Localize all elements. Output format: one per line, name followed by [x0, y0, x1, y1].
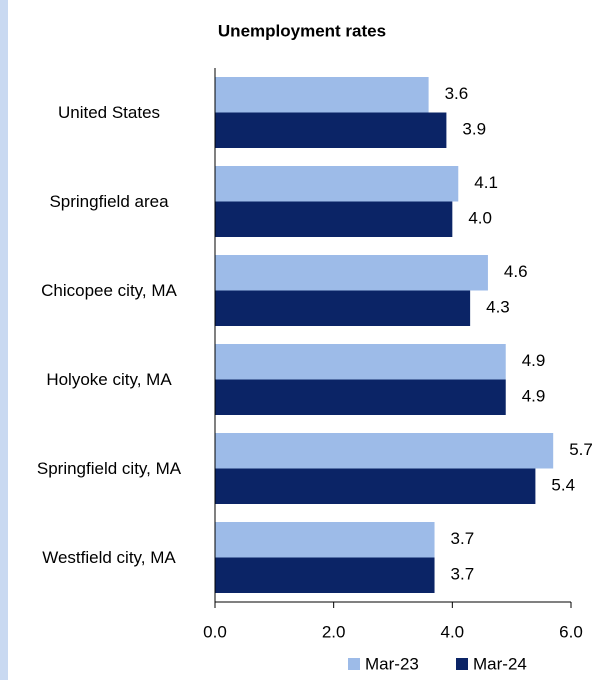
x-tick-label: 6.0 [559, 622, 583, 641]
bar [215, 557, 435, 593]
bar [215, 522, 435, 558]
x-tick-label: 4.0 [441, 622, 465, 641]
bar [215, 255, 488, 291]
y-tick-label: United States [57, 102, 161, 122]
bar [215, 379, 506, 415]
data-label: 3.9 [462, 120, 486, 139]
x-tick-label: 2.0 [322, 622, 346, 641]
legend-label: Mar-24 [473, 654, 527, 673]
y-tick-label: Springfield area [49, 191, 169, 211]
x-tick-label: 0.0 [203, 622, 227, 641]
side-strip [0, 0, 8, 680]
y-tick-label: Springfield city, MA [36, 458, 182, 478]
bar [215, 166, 459, 202]
legend-swatch [456, 658, 468, 670]
bar [215, 77, 429, 113]
bar [215, 112, 447, 148]
data-label: 5.4 [551, 476, 575, 495]
data-label: 3.7 [451, 529, 475, 548]
bar [215, 433, 554, 469]
y-tick-label: Chicopee city, MA [41, 280, 177, 300]
bar [215, 468, 536, 504]
chart-title: Unemployment rates [218, 21, 386, 40]
data-label: 4.9 [522, 351, 546, 370]
bar [215, 290, 471, 326]
y-tick-label: Holyoke city, MA [46, 369, 172, 389]
legend-label: Mar-23 [365, 654, 419, 673]
data-label: 4.3 [486, 298, 510, 317]
data-label: 4.0 [468, 209, 492, 228]
data-label: 4.9 [522, 387, 546, 406]
y-tick-label: Westfield city, MA [42, 547, 176, 567]
legend-swatch [348, 658, 360, 670]
data-label: 4.6 [504, 262, 528, 281]
data-label: 5.7 [569, 440, 593, 459]
data-label: 3.7 [451, 565, 475, 584]
data-label: 4.1 [474, 173, 498, 192]
bar [215, 344, 506, 380]
bar [215, 201, 453, 237]
data-label: 3.6 [445, 84, 469, 103]
